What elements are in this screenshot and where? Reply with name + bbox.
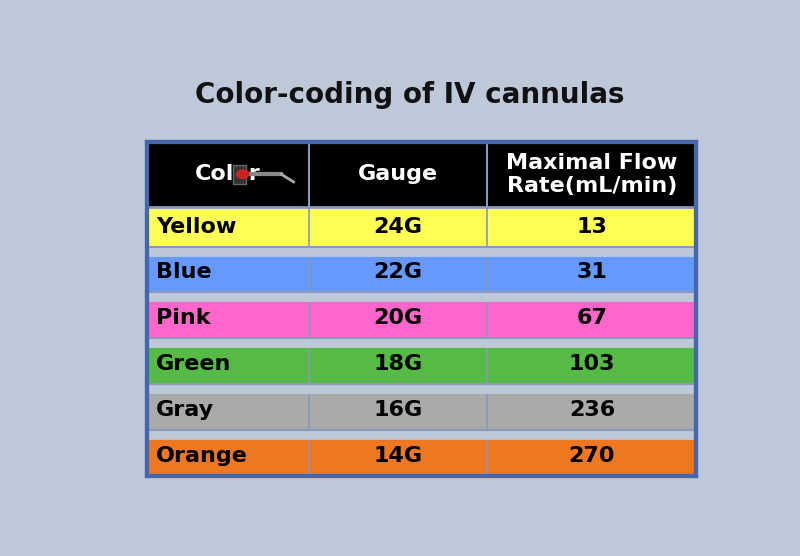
- FancyBboxPatch shape: [146, 344, 697, 384]
- Text: Maximal Flow
Rate(mL/min): Maximal Flow Rate(mL/min): [506, 152, 678, 196]
- Text: 24G: 24G: [374, 217, 422, 237]
- Text: Blue: Blue: [156, 262, 211, 282]
- Text: Gauge: Gauge: [358, 164, 438, 184]
- Text: 236: 236: [569, 400, 615, 420]
- Text: Green: Green: [156, 354, 231, 374]
- FancyBboxPatch shape: [146, 142, 697, 207]
- Circle shape: [237, 170, 249, 178]
- Text: 16G: 16G: [374, 400, 422, 420]
- Text: Color-coding of IV cannulas: Color-coding of IV cannulas: [195, 81, 625, 108]
- FancyBboxPatch shape: [234, 165, 246, 183]
- Text: 103: 103: [569, 354, 615, 374]
- FancyBboxPatch shape: [146, 252, 697, 292]
- Text: Gray: Gray: [156, 400, 214, 420]
- Text: 270: 270: [569, 446, 615, 466]
- Text: 14G: 14G: [374, 446, 422, 466]
- Text: 13: 13: [577, 217, 607, 237]
- Text: Pink: Pink: [156, 308, 210, 328]
- Text: 67: 67: [577, 308, 607, 328]
- Text: Yellow: Yellow: [156, 217, 236, 237]
- Text: 18G: 18G: [374, 354, 422, 374]
- FancyBboxPatch shape: [146, 390, 697, 430]
- Text: Orange: Orange: [156, 446, 248, 466]
- FancyBboxPatch shape: [146, 207, 697, 246]
- Text: 20G: 20G: [374, 308, 422, 328]
- FancyBboxPatch shape: [146, 299, 697, 338]
- Text: Color: Color: [194, 164, 261, 184]
- Text: 22G: 22G: [374, 262, 422, 282]
- FancyBboxPatch shape: [146, 436, 697, 475]
- Text: 31: 31: [577, 262, 607, 282]
